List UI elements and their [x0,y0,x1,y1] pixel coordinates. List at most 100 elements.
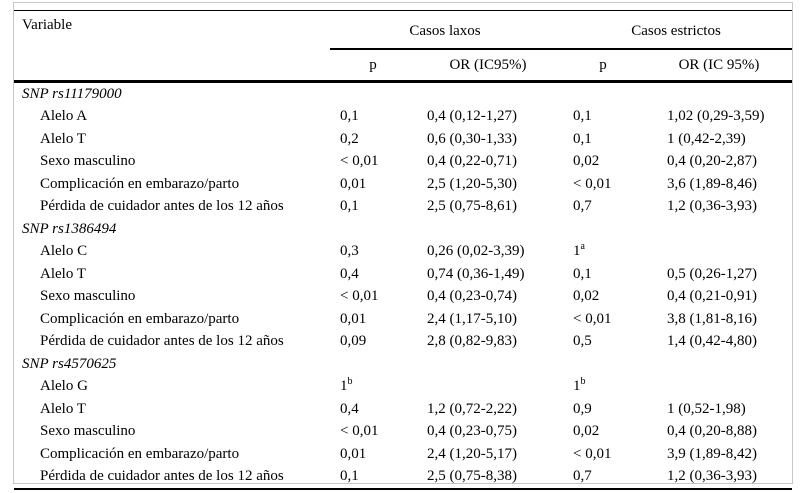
column-header-p-estrictos: p [560,49,646,83]
table-header: Variable Casos laxos Casos estrictos p O… [14,10,793,83]
value-cell: 1b [340,376,353,395]
header-row-sub: p OR (IC95%) p OR (IC 95%) [14,49,793,83]
value-cell: 1 (0,52-1,98) [667,400,746,417]
column-group-casos-estrictos: Casos estrictos [560,10,793,50]
value-cell: < 0,01 [340,288,379,305]
value-cell: 2,5 (0,75-8,38) [427,468,517,485]
table-row: Sexo masculino < 0,01 0,4 (0,22-0,71) 0,02 0… [14,151,792,174]
value-cell: 0,1 [340,468,359,485]
value-cell: 0,7 [573,198,592,215]
footnote-marker: b [580,376,586,388]
table-row: Complicación en embarazo/parto 0,01 2,4 (1… [14,308,792,331]
value-cell: < 0,01 [573,310,612,327]
value-cell: 3,6 (1,89-8,46) [667,175,757,192]
value-cell: < 0,01 [573,175,612,192]
row-label: Alelo T [40,130,86,147]
row-label: Complicación en embarazo/parto [40,175,240,192]
value-cell: 0,4 [340,265,359,282]
table-body: SNP rs11179000 Alelo A 0,1 0,4 (0,12-1,27) 0… [14,82,792,490]
value-cell: 0,4 (0,20-2,87) [667,153,757,170]
value-cell [416,353,560,376]
table-row: SNP rs1386494 [14,218,792,241]
snp-section-label: SNP rs4570625 [22,355,117,372]
row-label: Alelo C [40,243,88,260]
value-cell: < 0,01 [340,153,379,170]
table-frame: Variable Casos laxos Casos estrictos p O… [13,2,793,490]
value-cell: 0,4 (0,23-0,75) [427,423,517,440]
value-cell: 0,01 [340,310,367,327]
table-row: SNP rs11179000 [14,82,792,106]
table-row: Sexo masculino < 0,01 0,4 (0,23-0,74) 0,02 0… [14,286,792,309]
value-cell: 0,3 [340,243,359,260]
value-cell: 1a [573,241,585,260]
row-label: Pérdida de cuidador antes de los 12 años [40,333,284,350]
row-label: Sexo masculino [40,423,136,440]
value-cell [560,353,646,376]
row-label: Alelo T [40,265,86,282]
value-cell: < 0,01 [340,423,379,440]
value-cell: 0,26 (0,02-3,39) [427,243,525,260]
value-cell: 0,4 (0,23-0,74) [427,288,517,305]
value-cell: 0,1 [573,108,592,125]
value-cell: 3,9 (1,89-8,42) [667,445,757,462]
value-cell [416,218,560,241]
header-row-groups: Variable Casos laxos Casos estrictos [14,10,793,83]
row-label: Alelo T [40,400,86,417]
value-cell [646,82,792,106]
table-row: Pérdida de cuidador antes de los 12 años… [14,196,792,219]
snp-section-label: SNP rs11179000 [22,85,122,102]
value-cell: 1,4 (0,42-4,80) [667,333,757,350]
value-cell [330,353,416,376]
table-row: Pérdida de cuidador antes de los 12 años… [14,466,792,490]
value-cell: 0,4 (0,21-0,91) [667,288,757,305]
table-row: Alelo C 0,3 0,26 (0,02-3,39) 1a [14,241,792,264]
value-cell: 2,4 (1,17-5,10) [427,310,517,327]
value-cell: 0,02 [573,423,600,440]
value-cell: 0,1 [340,108,359,125]
value-cell: 1,2 (0,72-2,22) [427,400,517,417]
value-cell [416,82,560,106]
value-cell: 0,4 (0,22-0,71) [427,153,517,170]
table-row: Alelo T 0,4 0,74 (0,36-1,49) 0,1 0,5 (0,26-1… [14,263,792,286]
column-header-p-laxos: p [330,49,416,83]
value-cell: 1b [573,376,586,395]
table-row: Sexo masculino < 0,01 0,4 (0,23-0,75) 0,02 0… [14,421,792,444]
table-row: SNP rs4570625 [14,353,792,376]
table-row: Alelo A 0,1 0,4 (0,12-1,27) 0,1 1,02 (0,29-3… [14,106,792,129]
value-cell: 0,2 [340,130,359,147]
value-cell: 1,02 (0,29-3,59) [667,108,765,125]
value-cell: 0,1 [340,198,359,215]
value-cell: 0,74 (0,36-1,49) [427,265,525,282]
table-row: Complicación en embarazo/parto 0,01 2,5 (1… [14,173,792,196]
row-label: Alelo A [40,108,88,125]
value-cell [416,376,560,399]
value-cell: 0,4 (0,12-1,27) [427,108,517,125]
table-row: Alelo T 0,2 0,6 (0,30-1,33) 0,1 1 (0,42-2,39… [14,128,792,151]
value-cell: 2,8 (0,82-9,83) [427,333,517,350]
snp-section-label: SNP rs1386494 [22,220,117,237]
value-cell: 0,02 [573,288,600,305]
row-label: Complicación en embarazo/parto [40,445,240,462]
value-cell: 0,02 [573,153,600,170]
value-cell: 0,1 [573,265,592,282]
column-header-or-estrictos: OR (IC 95%) [646,49,793,83]
row-label: Pérdida de cuidador antes de los 12 años [40,198,284,215]
value-cell: 0,5 (0,26-1,27) [667,265,757,282]
value-cell [330,218,416,241]
value-cell: 0,4 [340,400,359,417]
value-cell [646,218,792,241]
value-cell [646,353,792,376]
footnote-marker: a [580,241,585,253]
value-cell [646,241,792,264]
value-cell: 2,5 (1,20-5,30) [427,175,517,192]
column-header-or-laxos: OR (IC95%) [416,49,560,83]
table-row: Alelo T 0,4 1,2 (0,72-2,22) 0,9 1 (0,52-1,98… [14,398,792,421]
table-row: Alelo G 1b 1b [14,376,792,399]
value-cell: 0,5 [573,333,592,350]
row-label: Sexo masculino [40,153,136,170]
value-cell: 0,4 (0,20-8,88) [667,423,757,440]
value-cell: 1,2 (0,36-3,93) [667,468,757,485]
value-cell: < 0,01 [573,445,612,462]
value-cell [330,82,416,106]
value-cell: 0,01 [340,175,367,192]
